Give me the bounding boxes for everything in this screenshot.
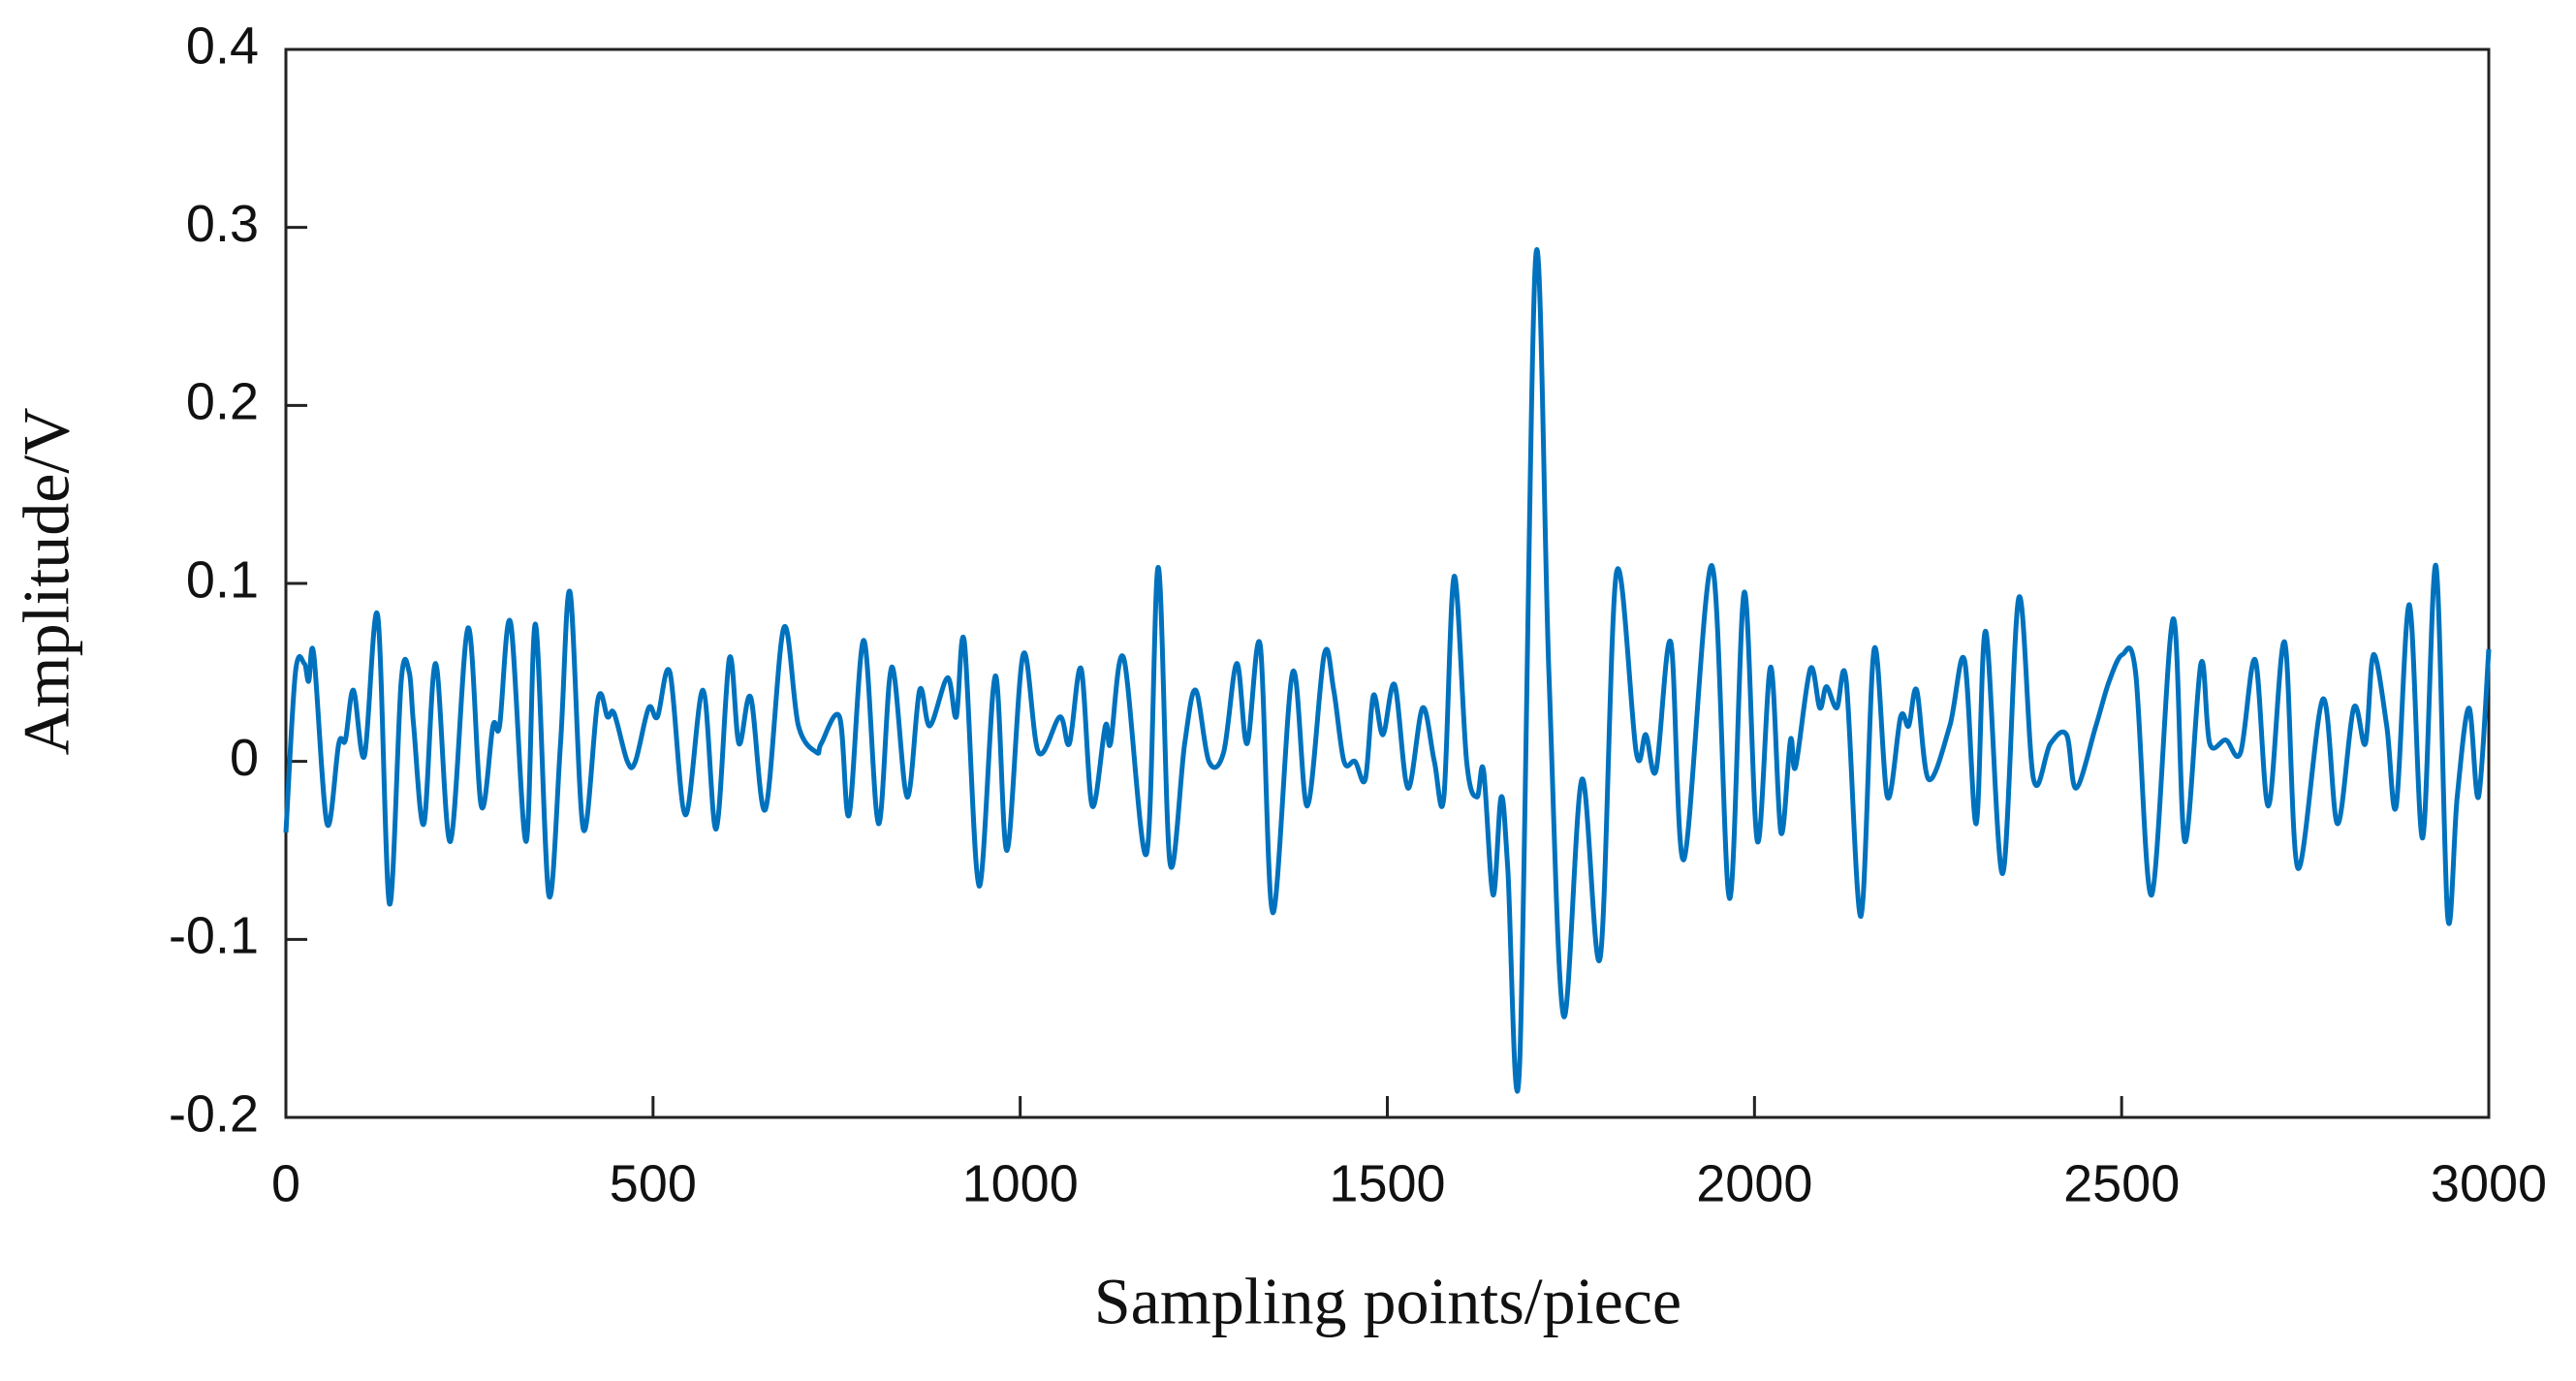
x-tick-label: 2500 — [2063, 1154, 2180, 1212]
x-tick-label: 500 — [610, 1154, 697, 1212]
plot-frame — [284, 47, 2491, 1119]
y-tick-label: 0 — [230, 729, 259, 787]
y-tick-label: 0.3 — [186, 195, 259, 253]
signal-line — [283, 247, 2492, 1094]
y-tick-label: 0.1 — [186, 550, 259, 609]
y-tick-label: 0.4 — [186, 16, 259, 75]
x-tick-label: 0 — [271, 1154, 300, 1212]
y-tick-label: -0.2 — [169, 1084, 259, 1143]
x-tick-label: 1500 — [1329, 1154, 1445, 1212]
x-tick-label: 1000 — [962, 1154, 1079, 1212]
y-tick-label: 0.2 — [186, 373, 259, 431]
y-axis-label: Amplitude/V — [10, 408, 83, 756]
x-axis-label: Sampling points/piece — [1094, 1265, 1681, 1338]
x-tick-label: 2000 — [1696, 1154, 1812, 1212]
y-tick-label: -0.1 — [169, 907, 259, 965]
x-tick-label: 3000 — [2431, 1154, 2547, 1212]
